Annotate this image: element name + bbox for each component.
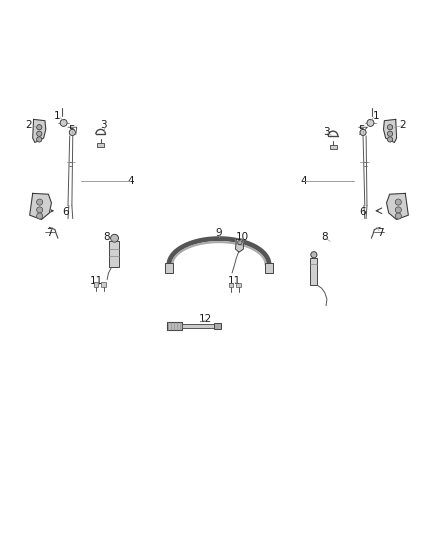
Circle shape [37,125,42,130]
Circle shape [37,137,42,142]
Circle shape [111,235,118,242]
Bar [214,322,221,329]
Text: 7: 7 [377,228,383,238]
Circle shape [37,199,43,205]
Bar [237,283,241,287]
Polygon shape [387,193,408,220]
Circle shape [367,119,374,126]
Bar [229,283,233,287]
Circle shape [37,131,42,136]
Circle shape [69,130,75,135]
Circle shape [388,125,392,130]
Text: 2: 2 [25,119,32,130]
Text: 2: 2 [399,119,406,130]
Circle shape [395,199,401,205]
Polygon shape [384,119,396,142]
Circle shape [360,130,366,135]
Circle shape [311,252,317,258]
Circle shape [60,119,67,126]
Text: 9: 9 [215,228,223,238]
Bar [183,324,214,328]
Polygon shape [30,193,51,220]
Text: 5: 5 [68,125,74,135]
Text: 7: 7 [46,228,53,238]
Circle shape [395,213,401,219]
Text: 10: 10 [236,232,249,242]
Text: 3: 3 [100,120,107,131]
Polygon shape [236,239,244,252]
Polygon shape [33,119,46,142]
Text: 11: 11 [90,276,103,286]
Text: 1: 1 [54,111,60,122]
Circle shape [37,213,43,219]
Circle shape [388,131,392,136]
Circle shape [37,207,43,213]
Bar [94,282,98,287]
Bar [97,143,104,147]
Bar [265,263,273,272]
Bar [329,144,336,149]
Text: 4: 4 [300,176,307,186]
Text: 8: 8 [321,232,328,242]
Text: 8: 8 [103,232,110,242]
Circle shape [395,207,401,213]
Text: 6: 6 [359,207,366,216]
Bar [102,282,106,287]
Text: 5: 5 [358,125,365,135]
Circle shape [388,137,392,142]
Text: 12: 12 [198,314,212,324]
Circle shape [238,240,242,245]
Bar [311,258,318,285]
Text: 11: 11 [228,276,241,286]
Bar [165,263,173,272]
Bar [110,241,119,266]
Text: 3: 3 [324,126,330,136]
Bar [167,322,183,329]
Text: 4: 4 [128,176,134,186]
Text: 1: 1 [373,111,380,122]
Text: 6: 6 [63,207,69,216]
